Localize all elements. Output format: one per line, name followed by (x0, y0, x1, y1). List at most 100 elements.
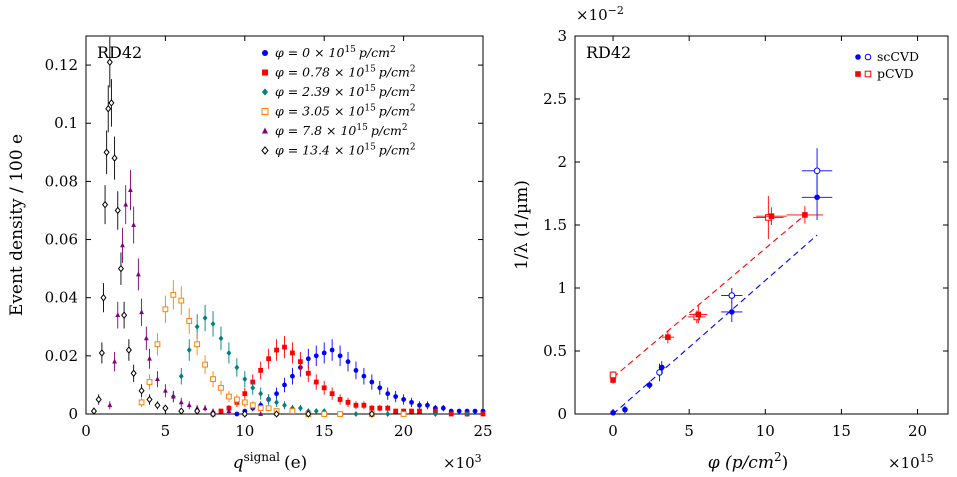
left-data-point (273, 410, 280, 418)
right-x-axis: 0 5 10 15 20 (608, 36, 927, 440)
left-data-point (368, 410, 375, 418)
left-data-point (321, 411, 328, 417)
left-data-point (290, 405, 295, 412)
left-data-point (95, 395, 102, 404)
left-data-point (313, 379, 319, 385)
left-data-point (139, 309, 144, 315)
left-x-tick-label: 20 (394, 422, 413, 440)
right-x-multiplier: ×1015 (888, 452, 934, 472)
left-data-point (194, 407, 201, 415)
right-y-tick-label: 1 (557, 279, 567, 297)
right-data-layer (609, 148, 833, 416)
left-y-tick-label: 0 (68, 405, 78, 423)
left-data-point (329, 347, 335, 353)
right-series-1 (609, 196, 824, 384)
left-data-point (290, 350, 295, 356)
left-data-point (282, 344, 287, 350)
left-data-point (138, 399, 145, 406)
left-data-point (103, 148, 110, 157)
left-chart-title: RD42 (97, 43, 142, 62)
left-data-point (361, 402, 367, 408)
left-y-tick-label: 0.06 (45, 231, 78, 249)
right-series-0 (610, 148, 833, 416)
left-data-point (353, 411, 359, 417)
right-x-tick-label: 20 (908, 422, 927, 440)
left-legend-marker (261, 108, 269, 115)
right-y-tick-label: 2.5 (543, 90, 567, 108)
right-x-tick-label: 0 (608, 422, 618, 440)
left-data-point (377, 385, 383, 391)
right-chart: 0 5 10 15 20 0 0.5 1 1.5 2 2.5 3 RD42 scCVD pCVD φ … (512, 4, 949, 473)
left-data-point (98, 349, 105, 357)
left-data-point (202, 405, 208, 411)
left-data-point (337, 397, 343, 402)
left-data-point (266, 356, 272, 362)
left-data-point (130, 369, 137, 378)
right-fit-line (612, 214, 806, 378)
right-legend-marker (855, 54, 861, 60)
right-data-point (768, 213, 775, 219)
left-data-point (282, 402, 287, 409)
right-fit-line (612, 234, 818, 415)
left-data-point (226, 393, 232, 400)
left-data-point (162, 404, 169, 412)
right-y-multiplier: ×10−2 (576, 4, 624, 24)
left-data-point (125, 346, 132, 354)
left-data-point (114, 206, 121, 215)
right-data-point (610, 377, 616, 383)
left-data-point (313, 353, 319, 359)
right-data-point (610, 409, 616, 416)
left-data-layer (90, 36, 486, 418)
left-data-point (401, 397, 406, 402)
left-data-point (289, 408, 296, 414)
left-data-point (218, 335, 224, 342)
left-data-point (234, 364, 240, 371)
left-legend-label: φ = 2.39 × 1015 p/cm2 (275, 84, 416, 99)
left-data-point (274, 391, 279, 397)
left-data-point (226, 408, 232, 413)
left-data-point (241, 410, 248, 418)
left-x-tick-label: 15 (315, 422, 334, 440)
left-data-point (115, 312, 121, 318)
left-data-point (186, 347, 192, 354)
left-legend-marker (262, 127, 268, 134)
left-data-point (393, 408, 399, 414)
left-data-point (194, 341, 201, 348)
left-y-axis: 0 0.02 0.04 0.06 0.08 0.1 0.12 (45, 56, 483, 423)
left-data-point (128, 187, 133, 193)
left-data-point (480, 411, 486, 417)
left-data-point (117, 264, 124, 273)
left-data-point (456, 408, 462, 414)
left-data-point (274, 399, 279, 406)
left-series-5 (90, 36, 375, 418)
left-data-point (154, 401, 161, 410)
left-data-point (393, 394, 399, 399)
left-data-point (329, 391, 335, 397)
right-y-tick-label: 3 (557, 27, 567, 45)
left-data-point (385, 411, 391, 417)
left-data-point (226, 349, 232, 356)
right-x-tick-label: 10 (756, 422, 775, 440)
left-x-axis: 0 5 10 15 20 25 (81, 36, 493, 440)
left-x-tick-label: 0 (81, 422, 91, 440)
left-data-point (305, 410, 312, 418)
left-y-label: Event density / 100 e (7, 134, 27, 316)
left-data-point (321, 385, 327, 391)
left-data-point (112, 358, 117, 364)
left-data-point (385, 391, 391, 397)
left-data-point (234, 411, 240, 417)
left-data-point (186, 318, 193, 324)
left-data-point (440, 405, 446, 411)
right-legend: scCVD pCVD (855, 49, 919, 81)
left-chart: 0 5 10 15 20 25 0 0.02 0.04 0.06 0.08 0.1 0.12 RD42… (7, 35, 493, 473)
left-data-point (100, 293, 107, 302)
left-data-point (194, 323, 200, 330)
left-data-point (345, 399, 351, 405)
right-x-label: φ (p/cm2) (708, 450, 788, 473)
left-data-point (226, 405, 232, 411)
left-series-4 (107, 169, 279, 416)
left-data-point (417, 402, 422, 408)
left-data-point (186, 402, 192, 408)
left-data-point (107, 402, 113, 408)
